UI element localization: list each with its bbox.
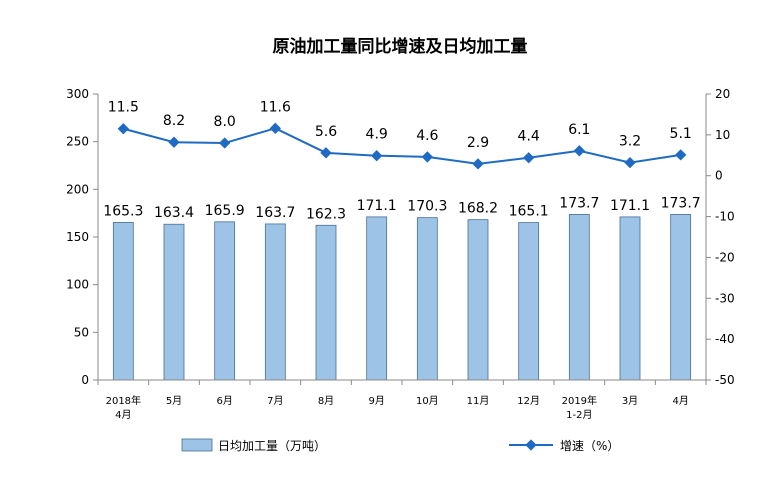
left-tick-label: 300 [66, 87, 89, 101]
line-data-label: 3.2 [619, 134, 641, 150]
bar-data-label: 165.1 [509, 204, 549, 220]
bar-data-label: 162.3 [306, 206, 346, 222]
x-tick-label: 4月 [672, 395, 688, 407]
bar [467, 219, 489, 381]
legend-line-marker [525, 439, 537, 451]
right-tick-label: -10 [715, 210, 735, 224]
bar [670, 214, 692, 381]
left-tick-label: 0 [81, 373, 89, 387]
right-tick-label: -50 [715, 373, 735, 387]
line-data-label: 6.1 [568, 122, 590, 138]
bar-data-label: 171.1 [610, 198, 650, 214]
right-tick-label: -40 [715, 332, 735, 346]
left-tick-label: 50 [74, 325, 89, 339]
right-tick-label: -30 [715, 291, 735, 305]
bar [163, 223, 185, 381]
line-data-label: 4.4 [518, 129, 540, 145]
bar [315, 224, 337, 381]
x-tick-label: 1-2月 [566, 409, 592, 421]
line-data-label: 2.9 [467, 135, 489, 151]
x-tick-label: 12月 [517, 395, 540, 407]
x-tick-label: 2019年 [562, 394, 597, 407]
legend: 日均加工量（万吨） 增速（%） [181, 438, 619, 453]
bar [112, 222, 134, 381]
line-series: 11.5 8.2 8.0 11.6 5.6 4.9 4.6 2.9 4.4 6.1 3.2 5.1 [108, 99, 692, 170]
line-data-label: 5.6 [315, 124, 337, 140]
bar [366, 216, 388, 381]
line-data-label: 4.9 [366, 127, 388, 143]
bar [518, 222, 540, 381]
bar-data-label: 163.4 [154, 205, 194, 221]
line-data-label: 4.6 [416, 128, 438, 144]
left-tick-label: 150 [66, 230, 89, 244]
line-data-label: 5.1 [670, 126, 692, 142]
bar [568, 214, 590, 381]
line-point [168, 136, 180, 148]
chart-title: 原油加工量同比增速及日均加工量 [273, 36, 528, 57]
line-point [371, 150, 383, 162]
x-tick-label: 7月 [267, 395, 283, 407]
bar-data-label: 170.3 [407, 199, 447, 215]
line-point [675, 149, 687, 161]
line-path [123, 127, 681, 165]
bar-data-label: 163.7 [255, 205, 295, 221]
line-data-label: 11.6 [260, 99, 291, 115]
bar [416, 217, 438, 381]
bar-data-label: 173.7 [661, 195, 701, 211]
bar [264, 223, 286, 381]
line-point [624, 156, 636, 169]
bar-data-label: 165.3 [103, 203, 143, 219]
x-tick-label: 11月 [467, 395, 490, 407]
left-tick-label: 100 [66, 278, 89, 292]
right-tick-label: 10 [715, 128, 730, 142]
right-tick-label: 20 [715, 87, 730, 101]
right-tick-label: -20 [715, 250, 735, 264]
x-axis: 2018年 4月 5月 6月 7月 8月 9月 10月 11月 12月 2019年 1-2月 3月 4月 [97, 379, 707, 421]
axes: 0 50 100 150 200 250 300 -50 -40 -30 -20 -10 0 10 20 [66, 87, 735, 387]
line-point [573, 145, 585, 157]
x-tick-label: 4月 [115, 409, 131, 421]
bar-data-label: 171.1 [357, 198, 397, 214]
left-tick-label: 250 [66, 135, 89, 149]
line-point [269, 122, 281, 134]
line-data-label: 8.0 [214, 114, 236, 130]
right-tick-label: 0 [715, 169, 723, 183]
bar-data-label: 168.2 [458, 201, 498, 217]
x-tick-label: 6月 [216, 395, 232, 407]
x-tick-label: 2018年 [106, 394, 141, 407]
x-tick-label: 10月 [416, 395, 439, 407]
legend-bar-swatch [181, 438, 213, 452]
x-tick-label: 5月 [166, 395, 182, 407]
x-tick-label: 9月 [368, 395, 384, 407]
line-point [421, 151, 433, 163]
legend-bar-label: 日均加工量（万吨） [218, 439, 326, 453]
x-tick-label: 8月 [318, 395, 334, 407]
bar [214, 221, 236, 381]
bar-data-label: 165.9 [205, 203, 245, 219]
x-tick-label: 3月 [622, 395, 638, 407]
line-point [219, 137, 231, 149]
bar-data-label: 173.7 [559, 195, 599, 211]
line-data-label: 8.2 [163, 113, 185, 129]
line-point [117, 123, 129, 135]
line-point [472, 158, 484, 170]
bar [619, 216, 641, 381]
legend-line-label: 增速（%） [560, 439, 619, 453]
line-data-label: 11.5 [108, 100, 139, 116]
left-tick-label: 200 [66, 182, 89, 196]
line-point [523, 152, 535, 164]
bar-series: 165.3 163.4 165.9 163.7 162.3 171.1 170.3 168.2… [103, 195, 701, 381]
line-point [320, 147, 332, 159]
